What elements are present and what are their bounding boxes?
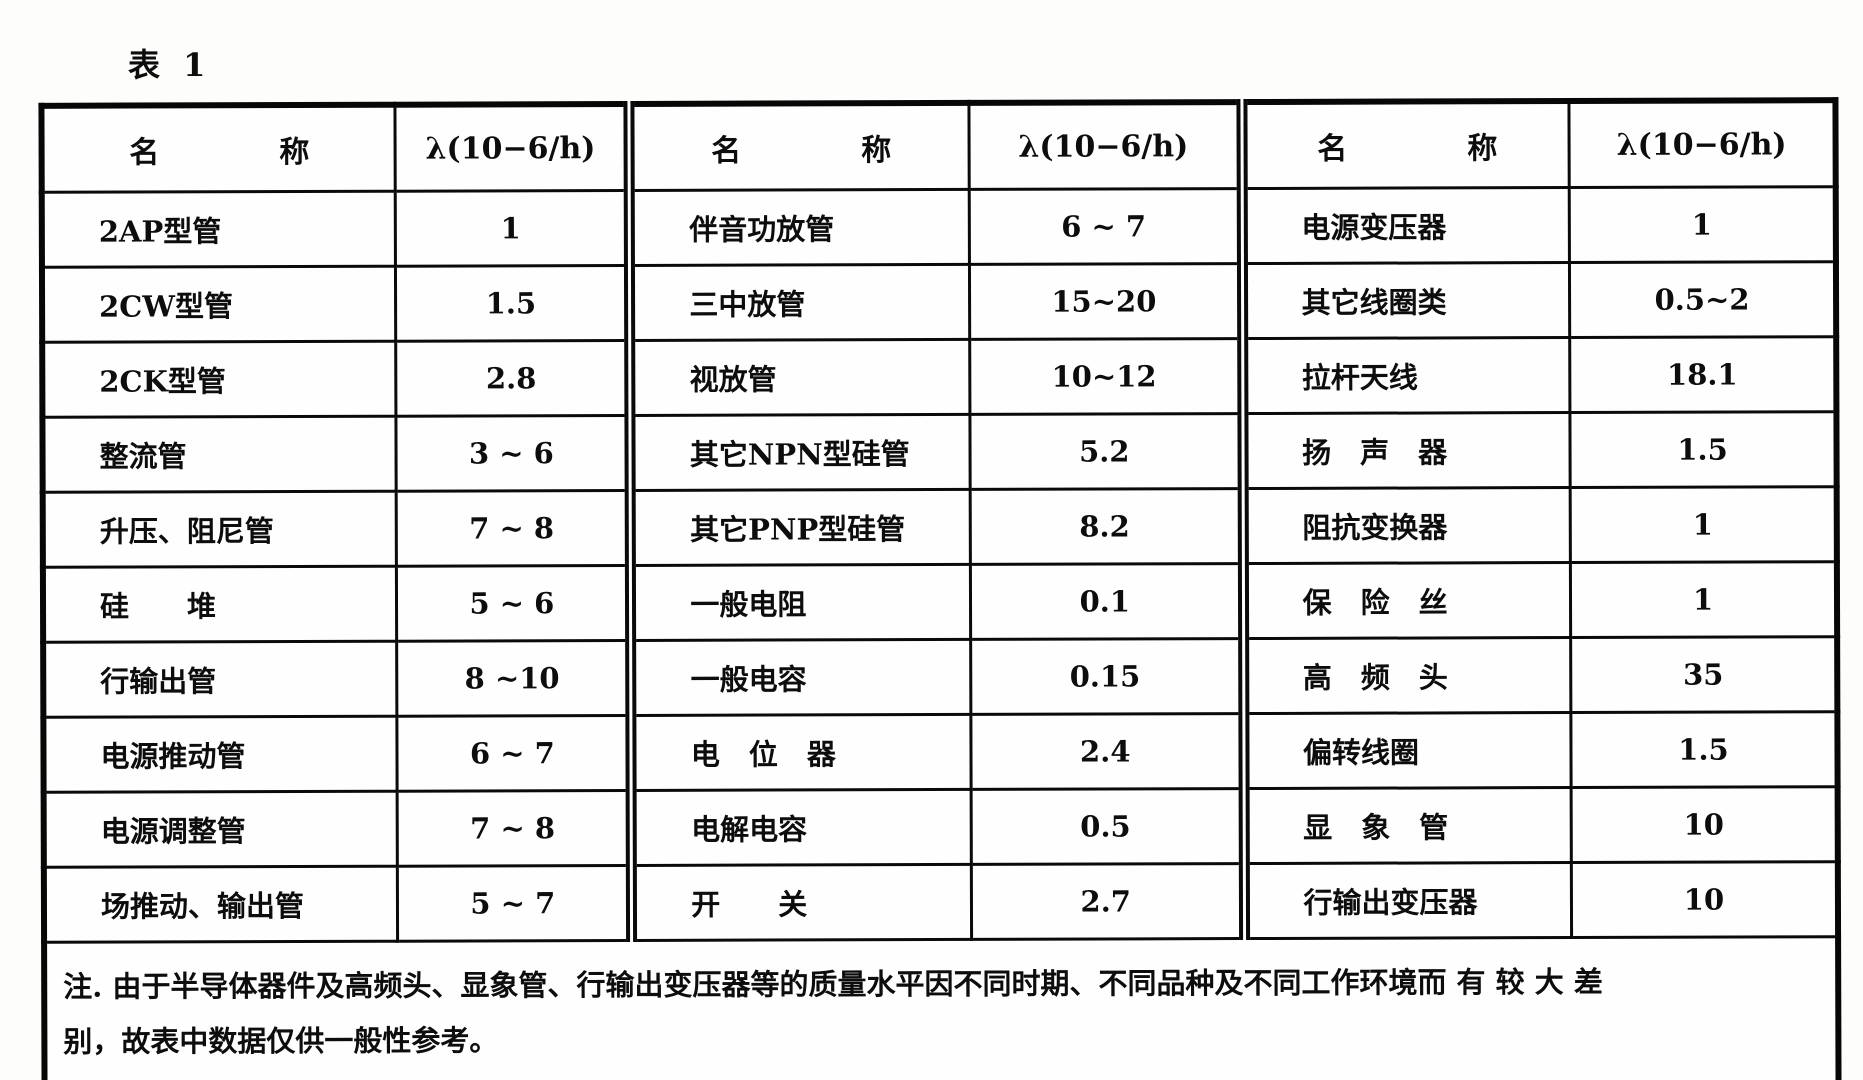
component-name-cell: 扬 声 器 (1242, 412, 1571, 489)
component-name-cell: 2CK型管 (42, 341, 397, 418)
col-header-lambda-1: λ(10−6/h) (395, 103, 630, 192)
component-name-cell: 拉杆天线 (1242, 337, 1570, 414)
lambda-value-cell: 10 (1571, 861, 1839, 938)
component-name-cell: 电源推动管 (43, 716, 398, 793)
table-row: 行输出管 8 ~10 一般电容 0.15 高 频 头 35 (43, 636, 1838, 718)
lambda-value-cell: 1 (1570, 561, 1838, 638)
lambda-value-cell: 10~12 (969, 338, 1243, 415)
lambda-value-cell: 1 (1570, 486, 1837, 563)
component-name-cell: 行输出变压器 (1243, 862, 1572, 939)
lambda-value-cell: 1.5 (1569, 411, 1837, 488)
lambda-value-cell: 0.5 (971, 788, 1244, 865)
lambda-value-cell: 7 ~ 8 (396, 490, 631, 567)
lambda-value-cell: 0.5~2 (1569, 261, 1837, 338)
component-name-cell: 电源变压器 (1241, 187, 1570, 264)
lambda-value-cell: 0.1 (970, 563, 1244, 640)
component-name-cell: 一般电阻 (630, 564, 971, 641)
component-name-cell: 电源调整管 (43, 791, 398, 868)
lambda-value-cell: 10 (1571, 786, 1838, 863)
lambda-value-cell: 1.5 (395, 265, 631, 342)
table-row: 2CW型管 1.5 三中放管 15~20 其它线圈类 0.5~2 (41, 261, 1837, 343)
lambda-value-cell: 0.15 (970, 638, 1244, 715)
component-name-cell: 场推动、输出管 (43, 866, 398, 943)
component-name-cell: 高 频 头 (1243, 637, 1571, 714)
component-name-cell: 电 位 器 (631, 714, 972, 791)
lambda-value-cell: 1 (1569, 186, 1836, 263)
lambda-value-cell: 2.7 (971, 863, 1245, 940)
col-header-lambda-3: λ(10−6/h) (1568, 100, 1836, 188)
component-name-cell: 视放管 (630, 339, 970, 416)
lambda-value-cell: 5.2 (969, 413, 1243, 490)
component-name-cell: 阻抗变换器 (1242, 487, 1571, 564)
component-name-cell: 2CW型管 (41, 266, 397, 343)
table-row: 电源调整管 7 ~ 8 电解电容 0.5 显 象 管 10 (43, 786, 1838, 868)
component-name-cell: 其它PNP型硅管 (630, 489, 971, 566)
lambda-value-cell: 8 ~10 (397, 640, 632, 717)
table-row: 整流管 3 ~ 6 其它NPN型硅管 5.2 扬 声 器 1.5 (42, 411, 1837, 493)
col-header-lambda-2: λ(10−6/h) (968, 102, 1242, 190)
table-row: 场推动、输出管 5 ~ 7 开 关 2.7 行输出变压器 10 (43, 861, 1839, 943)
component-name-cell: 其它NPN型硅管 (630, 414, 971, 491)
component-name-cell: 伴音功放管 (629, 189, 970, 266)
lambda-value-cell: 15~20 (969, 263, 1243, 340)
component-name-cell: 行输出管 (43, 641, 398, 718)
failure-rate-table-wrapper: 名 称 λ(10−6/h) 名 称 λ(10−6/h) 名 称 λ(10−6/h… (38, 97, 1842, 1080)
component-name-cell: 整流管 (42, 416, 397, 493)
footnote-line-2: 别，故表中数据仅供一般性参考。 (63, 1023, 499, 1059)
failure-rate-table: 名 称 λ(10−6/h) 名 称 λ(10−6/h) 名 称 λ(10−6/h… (38, 97, 1842, 1080)
component-name-cell: 电解电容 (631, 789, 972, 866)
lambda-value-cell: 1 (395, 190, 630, 267)
component-name-cell: 显 象 管 (1243, 787, 1572, 864)
lambda-value-cell: 5 ~ 6 (396, 565, 631, 642)
lambda-value-cell: 7 ~ 8 (397, 790, 632, 867)
footnote-row: 注. 由于半导体器件及高频头、显象管、行输出变压器等的质量水平因不同时期、不同品… (44, 936, 1839, 1080)
table-row: 电源推动管 6 ~ 7 电 位 器 2.4 偏转线圈 1.5 (43, 711, 1838, 793)
col-header-name-3: 名 称 (1241, 101, 1570, 189)
footnote-cell: 注. 由于半导体器件及高频头、显象管、行输出变压器等的质量水平因不同时期、不同品… (44, 936, 1839, 1080)
component-name-cell: 其它线圈类 (1241, 262, 1570, 339)
table-row: 硅 堆 5 ~ 6 一般电阻 0.1 保 险 丝 1 (42, 561, 1838, 643)
table-caption: 表 1 (128, 46, 212, 84)
component-name-cell: 一般电容 (630, 639, 971, 716)
col-header-name-1: 名 称 (41, 104, 396, 193)
lambda-value-cell: 18.1 (1569, 336, 1837, 413)
lambda-value-cell: 2.4 (970, 713, 1244, 790)
lambda-value-cell: 35 (1570, 636, 1838, 713)
lambda-value-cell: 6 ~ 7 (397, 715, 632, 792)
lambda-value-cell: 2.8 (396, 340, 631, 417)
col-header-name-2: 名 称 (629, 102, 970, 191)
lambda-value-cell: 6 ~ 7 (969, 188, 1242, 265)
lambda-value-cell: 8.2 (970, 488, 1243, 565)
table-row: 2AP型管 1 伴音功放管 6 ~ 7 电源变压器 1 (41, 186, 1836, 268)
component-name-cell: 硅 堆 (42, 566, 398, 643)
component-name-cell: 偏转线圈 (1243, 712, 1572, 789)
component-name-cell: 保 险 丝 (1242, 562, 1571, 639)
component-name-cell: 2AP型管 (41, 191, 396, 268)
component-name-cell: 三中放管 (629, 264, 970, 341)
table-row: 2CK型管 2.8 视放管 10~12 拉杆天线 18.1 (42, 336, 1837, 418)
lambda-value-cell: 1.5 (1570, 711, 1838, 788)
lambda-value-cell: 3 ~ 6 (396, 415, 631, 492)
component-name-cell: 开 关 (631, 864, 972, 941)
footnote-line-1: 注. 由于半导体器件及高频头、显象管、行输出变压器等的质量水平因不同时期、不同品… (63, 964, 1603, 1004)
header-row: 名 称 λ(10−6/h) 名 称 λ(10−6/h) 名 称 λ(10−6/h… (41, 100, 1836, 193)
component-name-cell: 升压、阻尼管 (42, 491, 397, 568)
table-row: 升压、阻尼管 7 ~ 8 其它PNP型硅管 8.2 阻抗变换器 1 (42, 486, 1837, 568)
lambda-value-cell: 5 ~ 7 (397, 865, 632, 942)
